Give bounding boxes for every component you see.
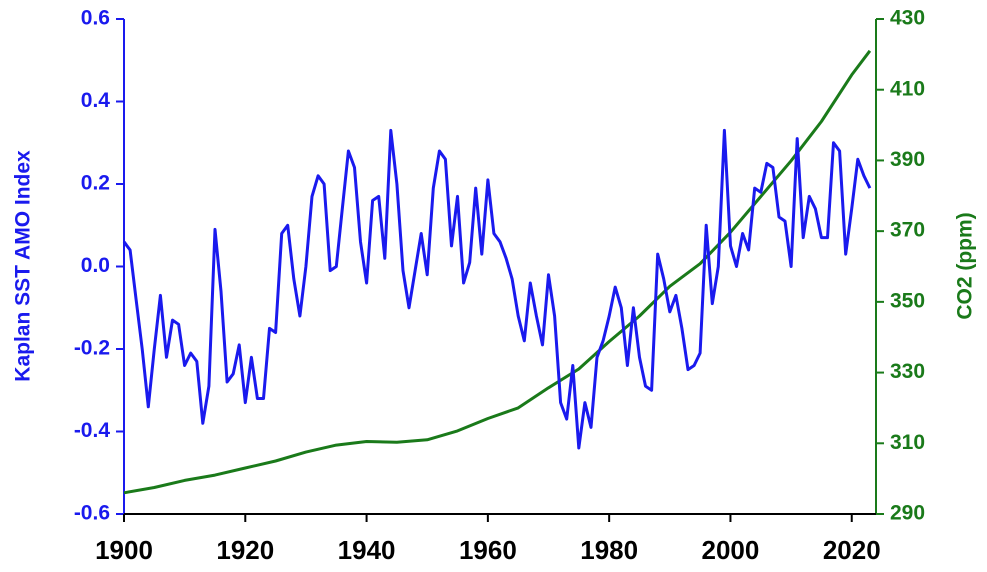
x-tick-label: 2000	[702, 535, 760, 565]
y2-tick-label: 310	[890, 431, 925, 454]
x-tick-label: 1900	[95, 535, 153, 565]
y-tick-label: 0.4	[81, 89, 111, 112]
x-tick-label: 1920	[216, 535, 274, 565]
data-line	[123, 49, 872, 495]
x-tick-label: 1960	[459, 535, 517, 565]
y-tick-label: 0.6	[81, 7, 110, 30]
y2-tick-label: 330	[890, 360, 925, 383]
y-tick-label: 0.0	[81, 254, 110, 277]
y-tick-label: -0.6	[74, 502, 110, 525]
y2-tick-label: 370	[890, 219, 925, 242]
y-tick-label: 0.2	[81, 172, 110, 195]
y2-tick-label: 290	[890, 502, 925, 525]
data-line	[122, 128, 872, 450]
y2-tick-label: 390	[890, 148, 925, 171]
x-tick-label: 1980	[580, 535, 638, 565]
y2-axis-label: CO2 (ppm)	[954, 212, 977, 319]
y2-tick-label: 430	[890, 7, 925, 30]
y2-tick-label: 410	[890, 77, 925, 100]
x-tick-label: 1940	[338, 535, 396, 565]
y2-tick-label: 350	[890, 289, 925, 312]
y-axis-label: Kaplan SST AMO Index	[12, 150, 35, 382]
y-tick-label: -0.4	[74, 419, 111, 442]
x-tick-label: 2020	[823, 535, 881, 565]
y-tick-label: -0.2	[74, 337, 110, 360]
